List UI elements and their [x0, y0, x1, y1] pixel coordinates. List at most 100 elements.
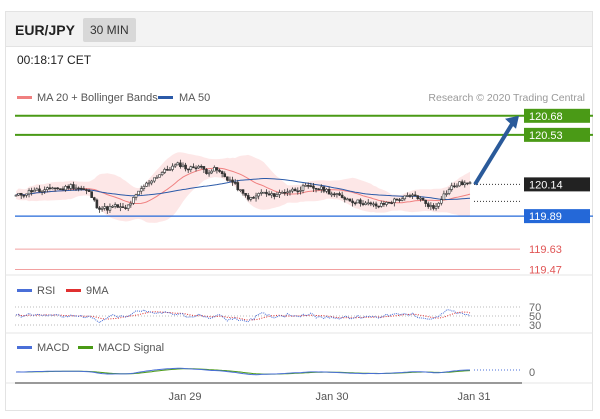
- price-plot-area: [14, 152, 472, 223]
- candle: [453, 185, 456, 188]
- candle: [43, 189, 47, 192]
- candle: [296, 190, 300, 193]
- candle: [69, 184, 73, 189]
- candle: [197, 165, 200, 169]
- instrument-name: EUR/JPY: [15, 22, 75, 38]
- candle: [119, 206, 122, 208]
- pivot-label: 119.89: [529, 211, 562, 223]
- candle: [85, 189, 88, 191]
- candle: [393, 198, 396, 203]
- forecast-arrow-shaft: [473, 119, 516, 186]
- candle: [142, 186, 146, 189]
- candle: [48, 187, 52, 190]
- macd-signal-legend-swatch: [78, 346, 93, 349]
- candle: [176, 162, 180, 166]
- candle: [168, 169, 172, 171]
- candle: [340, 194, 344, 198]
- candle: [35, 188, 39, 191]
- resistance-label-box: [524, 127, 590, 142]
- candle: [139, 188, 143, 192]
- candle: [463, 182, 467, 186]
- candle: [53, 187, 57, 190]
- candle: [137, 190, 140, 195]
- candle: [356, 199, 360, 204]
- candle: [291, 188, 294, 192]
- candle: [147, 182, 151, 185]
- candle: [215, 167, 219, 171]
- candle: [293, 188, 297, 192]
- candle: [152, 177, 156, 182]
- timeframe-badge[interactable]: 30 MIN: [83, 18, 136, 42]
- candle: [400, 198, 404, 201]
- candle: [17, 192, 20, 196]
- candle: [424, 199, 427, 204]
- candle: [406, 195, 409, 197]
- candle: [299, 190, 302, 192]
- candle: [150, 180, 153, 184]
- candle: [231, 179, 234, 183]
- candle: [186, 168, 190, 171]
- candle: [61, 188, 65, 191]
- resistance-label: 120.53: [529, 130, 563, 142]
- candle: [309, 185, 313, 187]
- candle: [192, 166, 195, 169]
- candle: [19, 192, 23, 196]
- candle: [434, 205, 438, 209]
- candle: [236, 182, 240, 191]
- candle: [22, 194, 26, 197]
- candle: [458, 181, 461, 187]
- candle: [189, 166, 193, 170]
- candle: [445, 193, 448, 195]
- candle: [228, 179, 232, 182]
- candle: [275, 194, 279, 197]
- resistance-label: 120.68: [529, 111, 563, 123]
- candle: [466, 182, 469, 185]
- candle: [408, 195, 412, 197]
- candle: [103, 206, 107, 209]
- macd-signal-legend-label: MACD Signal: [98, 342, 164, 354]
- candle: [413, 194, 417, 197]
- candle: [288, 190, 292, 193]
- candle: [74, 187, 78, 190]
- candle: [59, 188, 62, 190]
- candle: [38, 188, 41, 192]
- candle: [82, 188, 86, 191]
- candle: [359, 199, 362, 204]
- candle: [181, 164, 185, 167]
- candle: [379, 203, 383, 207]
- candle: [106, 206, 109, 211]
- pivot-label-box: [524, 209, 590, 224]
- candle: [64, 186, 67, 191]
- levels-layer: 120.68 120.53 120.14 119.89 119.63 119.47: [15, 108, 593, 276]
- candle: [95, 199, 99, 209]
- candle: [330, 193, 334, 196]
- candle: [30, 190, 33, 193]
- candle: [374, 203, 378, 207]
- candle: [343, 197, 347, 200]
- candle: [100, 207, 104, 210]
- candle: [286, 191, 289, 194]
- candle: [25, 193, 28, 196]
- candle: [179, 162, 182, 167]
- rsi-tick-50: 50: [529, 311, 541, 323]
- candle: [72, 184, 75, 189]
- rsi-legend-swatch: [17, 289, 32, 292]
- timestamp: 00:18:17 CET: [17, 53, 92, 67]
- candle: [346, 198, 349, 201]
- ma20-legend-swatch: [17, 96, 32, 99]
- ma50-legend-label: MA 50: [179, 92, 210, 104]
- candle: [218, 169, 221, 172]
- support-label: 119.47: [529, 264, 562, 276]
- candle: [390, 202, 394, 204]
- bollinger-band: [16, 152, 470, 223]
- candle: [377, 205, 380, 208]
- candle: [419, 197, 422, 200]
- x-tick-jan29: Jan 29: [168, 391, 201, 403]
- candle: [173, 164, 177, 167]
- candle: [317, 188, 320, 191]
- candle: [442, 193, 446, 201]
- ma50-line: [15, 178, 471, 200]
- ma50-legend-swatch: [158, 96, 173, 99]
- candle: [212, 167, 216, 172]
- candle: [278, 192, 281, 195]
